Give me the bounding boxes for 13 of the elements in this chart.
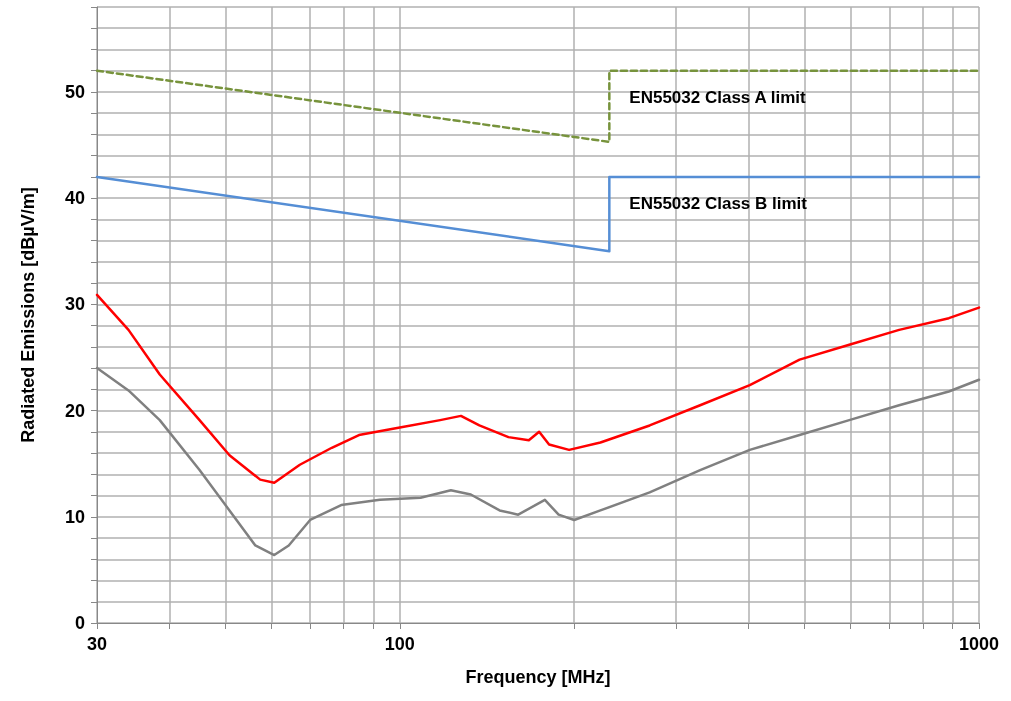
y-tick-label: 30 xyxy=(64,294,85,315)
y-tick-label: 40 xyxy=(64,188,85,209)
x-axis-title: Frequency [MHz] xyxy=(465,667,611,687)
y-tick-label: 10 xyxy=(64,506,85,527)
series-label: EN55032 Class B limit xyxy=(629,194,808,214)
series-label: EN55032 Class A limit xyxy=(629,88,807,108)
x-tick-label: 30 xyxy=(86,634,108,654)
y-axis-title: Radiated Emissions [dBµV/m] xyxy=(18,187,38,443)
x-tick-label: 1000 xyxy=(958,634,1000,654)
y-tick-label: 20 xyxy=(64,400,85,421)
x-tick-label: 100 xyxy=(384,634,415,654)
y-tick-label: 0 xyxy=(74,613,85,633)
y-tick-label: 50 xyxy=(64,81,85,102)
